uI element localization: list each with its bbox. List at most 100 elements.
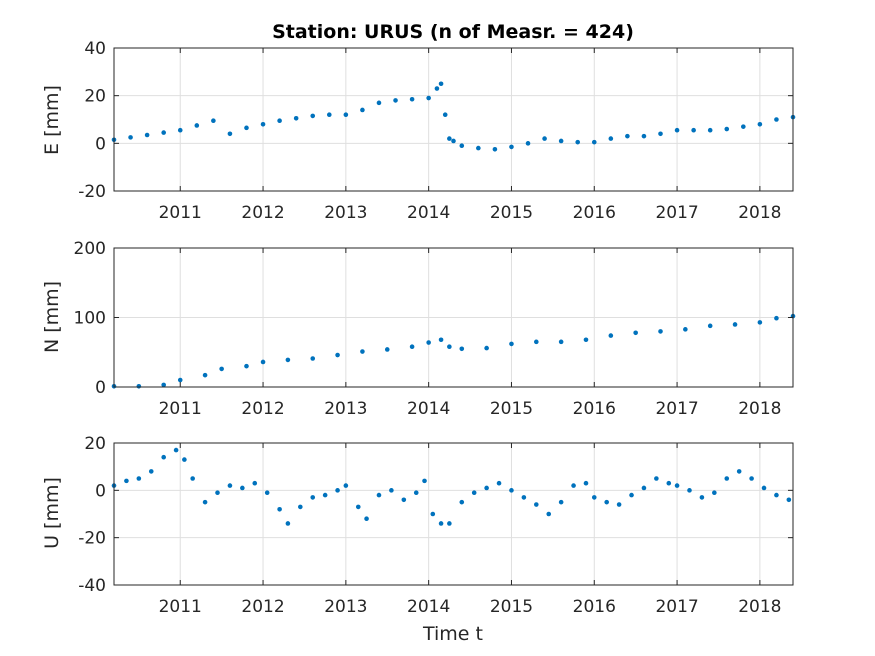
panel-east: 2011 2012 2013 2014 2015 2016 2017 2018 -20 0 20 40	[78, 39, 796, 223]
data-point-up-41	[583, 480, 589, 486]
data-point-up-40	[571, 483, 576, 488]
data-point-up-36	[521, 495, 527, 500]
data-point-up-55	[749, 476, 754, 481]
axes-frame-up	[113, 442, 794, 586]
data-point-north-12	[384, 347, 390, 352]
data-point-north-29	[757, 320, 763, 325]
data-point-east-21	[438, 81, 444, 87]
data-point-up-13	[264, 490, 270, 496]
xtick-label-up-4: 2015	[490, 597, 533, 617]
data-point-up-42	[591, 495, 597, 500]
data-point-east-9	[260, 121, 266, 127]
data-point-up-51	[699, 495, 705, 500]
data-point-east-44	[774, 117, 779, 122]
ytick-label-north-1: 100	[74, 309, 106, 329]
data-point-north-26	[683, 327, 688, 332]
data-point-north-17	[459, 346, 465, 352]
data-point-up-43	[604, 499, 609, 505]
panel-up: 2011 2012 2013 2014 2015 2016 2017 2018 -40 -20 0 2…	[78, 434, 794, 617]
data-point-north-23	[608, 333, 614, 338]
data-point-up-10	[227, 483, 233, 488]
data-point-east-27	[492, 146, 498, 152]
data-point-north-21	[558, 339, 564, 345]
xtick-label-up-3: 2014	[407, 597, 450, 617]
data-point-north-3	[177, 377, 183, 383]
data-point-up-23	[376, 492, 382, 498]
data-point-north-4	[202, 372, 208, 378]
data-point-east-31	[558, 138, 564, 144]
xtick-label-east-0: 2011	[159, 203, 202, 223]
data-point-up-4	[161, 454, 166, 460]
ytick-label-east-2: 20	[84, 87, 106, 107]
data-point-east-4	[177, 127, 183, 133]
data-point-up-33	[484, 485, 489, 491]
data-point-east-17	[393, 98, 398, 103]
figure-title: Station: URUS (n of Measr. = 424)	[272, 21, 634, 43]
data-point-up-30	[447, 521, 452, 526]
data-point-up-17	[310, 495, 316, 500]
data-point-east-30	[542, 136, 547, 141]
data-point-up-49	[674, 483, 680, 488]
data-point-east-1	[128, 135, 133, 140]
xtick-label-up-5: 2016	[573, 597, 616, 617]
data-point-east-39	[691, 127, 696, 133]
data-point-east-15	[360, 107, 365, 113]
data-point-up-37	[534, 502, 539, 507]
xtick-label-east-3: 2014	[407, 203, 450, 223]
data-point-up-1	[124, 478, 129, 484]
xtick-label-up-1: 2012	[241, 597, 284, 617]
data-point-up-58	[786, 497, 792, 503]
data-point-up-27	[422, 478, 427, 484]
data-point-east-34	[608, 136, 614, 141]
data-point-east-24	[451, 138, 456, 144]
data-point-east-14	[343, 112, 349, 118]
data-point-east-25	[459, 143, 465, 149]
data-point-north-9	[310, 356, 316, 361]
data-point-east-22	[442, 112, 448, 118]
data-point-east-36	[641, 133, 647, 139]
data-point-north-22	[583, 337, 589, 343]
data-point-north-27	[707, 323, 713, 329]
data-point-up-56	[761, 485, 767, 491]
panel-north: 2011 2012 2013 2014 2015 2016 2017 2018 0 100 200	[74, 239, 796, 419]
data-point-north-14	[426, 340, 431, 345]
data-point-up-2	[136, 476, 142, 481]
ytick-label-up-2: 0	[95, 481, 106, 501]
data-point-east-16	[376, 100, 382, 106]
data-point-east-23	[447, 136, 452, 141]
data-point-north-18	[484, 345, 489, 351]
data-point-east-29	[525, 141, 531, 146]
xtick-label-north-5: 2016	[573, 399, 616, 419]
data-point-up-24	[389, 488, 394, 493]
data-point-north-15	[438, 337, 444, 343]
xtick-label-north-0: 2011	[159, 399, 202, 419]
xtick-label-up-2: 2013	[324, 597, 367, 617]
data-point-north-16	[447, 344, 452, 349]
data-point-up-5	[173, 447, 179, 453]
ytick-label-up-1: -20	[78, 529, 106, 549]
data-point-east-20	[434, 86, 440, 91]
ytick-label-up-0: -40	[78, 576, 106, 596]
xtick-label-north-7: 2018	[738, 399, 781, 419]
data-point-north-13	[409, 344, 415, 349]
data-point-north-11	[360, 349, 365, 354]
data-point-north-24	[633, 330, 638, 336]
data-point-up-26	[413, 490, 419, 496]
data-point-north-1	[136, 384, 142, 389]
data-point-east-2	[144, 132, 150, 138]
data-point-east-11	[293, 116, 299, 121]
data-point-up-57	[774, 492, 779, 498]
xlabel-time: Time t	[422, 623, 483, 645]
data-point-east-3	[161, 130, 166, 135]
data-point-east-37	[658, 131, 663, 137]
data-point-east-43	[757, 121, 763, 127]
xtick-label-north-1: 2012	[241, 399, 284, 419]
data-point-north-5	[219, 366, 224, 372]
data-point-up-19	[335, 488, 340, 493]
ytick-label-east-0: -20	[78, 182, 106, 202]
data-point-up-53	[724, 476, 730, 481]
xtick-label-up-6: 2017	[655, 597, 698, 617]
data-point-east-26	[476, 145, 481, 151]
data-point-up-12	[252, 480, 258, 486]
data-point-east-35	[625, 133, 630, 139]
